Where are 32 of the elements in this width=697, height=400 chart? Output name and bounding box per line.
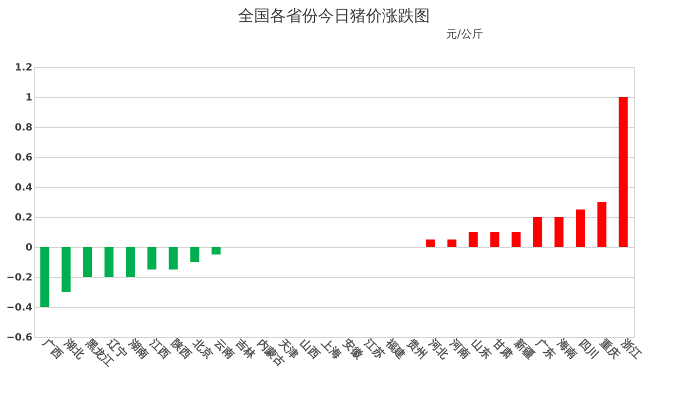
bar <box>426 240 435 247</box>
bar <box>104 247 114 277</box>
x-tick-label: 云南 <box>212 336 237 362</box>
bar <box>490 232 500 247</box>
bar <box>533 217 542 247</box>
bar <box>554 217 564 247</box>
y-tick-label: −0.2 <box>6 272 33 284</box>
y-tick-label: −0.4 <box>6 302 33 314</box>
bar <box>468 232 478 247</box>
y-tick-label: 0.6 <box>14 152 33 164</box>
bar <box>40 247 50 307</box>
bar <box>126 247 135 277</box>
bar <box>190 247 200 262</box>
y-tick-label: 0.8 <box>14 122 33 134</box>
bar <box>597 202 606 247</box>
y-tick-label: 1 <box>26 92 33 104</box>
y-tick-label: 0.4 <box>14 182 33 194</box>
bar <box>447 240 456 247</box>
bar <box>576 210 585 247</box>
y-axis-title: 元/公斤 <box>446 28 483 40</box>
bar <box>212 247 221 254</box>
y-tick-label: 1.2 <box>14 62 33 74</box>
bar <box>83 247 92 277</box>
bar <box>62 247 71 292</box>
bar <box>168 247 178 270</box>
y-tick-label: 0.2 <box>14 212 33 224</box>
bar <box>147 247 156 270</box>
chart-title: 全国各省份今日猪价涨跌图 <box>238 6 430 25</box>
y-tick-label: −0.6 <box>6 332 33 344</box>
bar <box>618 97 628 247</box>
y-tick-label: 0 <box>26 242 33 254</box>
bar <box>512 232 521 247</box>
